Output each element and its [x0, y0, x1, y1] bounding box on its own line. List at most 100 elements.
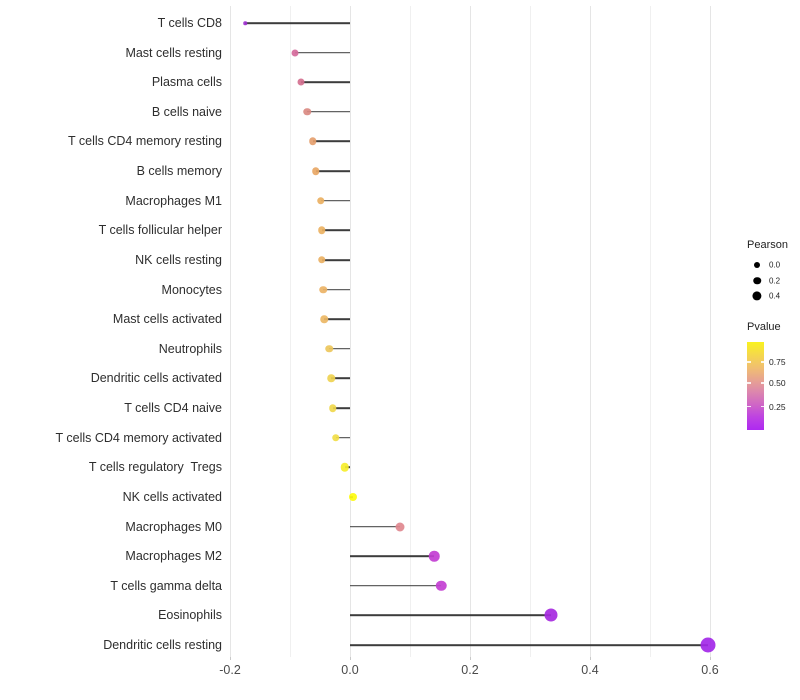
lollipop-dot [309, 137, 317, 146]
lollipop-dot [303, 108, 312, 116]
lollipop-stem [321, 229, 350, 232]
category-label: Plasma cells [151, 75, 222, 90]
category-label: T cells gamma delta [110, 578, 222, 593]
lollipop-dot [316, 196, 325, 205]
lollipop-stem [350, 644, 709, 646]
lollipop-dot [349, 492, 357, 501]
legend-pvalue: Pvalue 0.75 0.50 0.25 [747, 321, 800, 430]
category-label: T cells CD4 naive [124, 401, 222, 416]
legend-pearson-items: 0.0 0.2 0.4 [747, 257, 800, 323]
lollipop-stem [315, 170, 350, 172]
legend-pearson-title: Pearson [747, 239, 788, 251]
lollipop-dot [428, 550, 440, 562]
category-label: Macrophages M0 [125, 519, 222, 534]
lollipop-stem [294, 51, 350, 54]
legend-pearson: Pearson 0.0 0.2 0.4 [747, 239, 800, 323]
x-tick-mark [710, 657, 711, 660]
lollipop-stem [332, 407, 350, 409]
x-tick-mark [470, 657, 471, 660]
lollipop-dot [325, 345, 333, 353]
category-label: T cells regulatory Tregs [88, 460, 222, 475]
x-tick-label: 0.2 [461, 663, 479, 677]
lollipop-stem [350, 525, 400, 528]
colorbar-tick-label: 0.25 [769, 401, 786, 412]
lollipop-stem [312, 140, 350, 143]
colorbar-tick [747, 382, 751, 384]
gridline-minor [650, 6, 651, 657]
category-label: Macrophages M1 [125, 193, 222, 208]
lollipop-dot [243, 21, 247, 25]
gridline-minor [530, 6, 531, 657]
category-label: NK cells resting [135, 252, 222, 267]
lollipop-stem [324, 318, 350, 320]
category-label: Dendritic cells resting [103, 638, 222, 653]
category-label: Mast cells activated [112, 312, 222, 327]
lollipop-stem [307, 111, 350, 113]
gridline-major [470, 6, 471, 657]
category-label: T cells follicular helper [98, 223, 222, 238]
lollipop-dot [318, 226, 326, 235]
x-tick-mark [590, 657, 591, 660]
gridline-minor [410, 6, 411, 657]
category-label: T cells CD8 [157, 16, 222, 30]
x-tick-mark [350, 657, 351, 660]
legend-pvalue-title: Pvalue [747, 321, 781, 333]
x-tick-mark [230, 657, 231, 660]
lollipop-stem [331, 377, 350, 380]
lollipop-dot [700, 637, 716, 653]
lollipop-dot [328, 404, 337, 412]
category-label: Neutrophils [158, 341, 222, 356]
plot-panel [227, 6, 737, 657]
lollipop-dot [331, 433, 340, 442]
category-label: NK cells activated [122, 489, 222, 504]
lollipop-stem [350, 584, 442, 587]
gridline-major [230, 6, 231, 657]
lollipop-dot [318, 256, 326, 264]
lollipop-stem [350, 555, 434, 557]
lollipop-dot [435, 580, 447, 592]
x-tick-label: -0.2 [219, 663, 241, 677]
colorbar-tick [760, 361, 764, 363]
category-label: Macrophages M2 [125, 549, 222, 564]
lollipop-dot [544, 608, 558, 622]
x-tick-label: 0.0 [341, 663, 359, 677]
lollipop-dot [312, 167, 320, 175]
legend-size-dot [752, 291, 762, 301]
lollipop-dot [297, 78, 305, 86]
lollipop-dot [291, 49, 299, 57]
colorbar-tick-label: 0.75 [769, 357, 786, 368]
category-label: B cells naive [151, 104, 222, 119]
lollipop-stem [320, 199, 350, 202]
category-label: B cells memory [136, 164, 222, 179]
colorbar-tick [747, 361, 751, 363]
lollipop-dot [320, 315, 328, 323]
lollipop-stem [329, 348, 350, 350]
legend-size-dot [754, 262, 760, 268]
gridline-major [710, 6, 711, 657]
legend-size-label: 0.2 [769, 276, 781, 285]
lollipop-stem [335, 436, 350, 439]
colorbar-tick [747, 405, 751, 408]
category-label: Mast cells resting [125, 45, 222, 60]
gridline-major [350, 6, 351, 657]
gridline-major [590, 6, 591, 657]
colorbar-tick [760, 382, 764, 384]
lollipop-stem [323, 288, 350, 291]
lollipop-dot [340, 463, 349, 472]
pvalue-colorbar [747, 342, 764, 430]
category-label: Monocytes [161, 282, 222, 297]
lollipop-stem [350, 614, 551, 617]
colorbar-tick-label: 0.50 [769, 377, 786, 388]
gridline-minor [290, 6, 291, 657]
category-label: T cells CD4 memory activated [55, 430, 223, 445]
legend-size-label: 0.4 [769, 291, 781, 301]
legend-size-label: 0.0 [769, 260, 781, 270]
legend-size-dot [753, 276, 761, 285]
colorbar-tick [760, 405, 764, 408]
lollipop-dot [319, 285, 327, 294]
lollipop-stem [301, 81, 350, 84]
x-tick-label: 0.6 [701, 663, 719, 677]
lollipop-dot [395, 522, 405, 532]
lollipop-stem [321, 259, 350, 261]
